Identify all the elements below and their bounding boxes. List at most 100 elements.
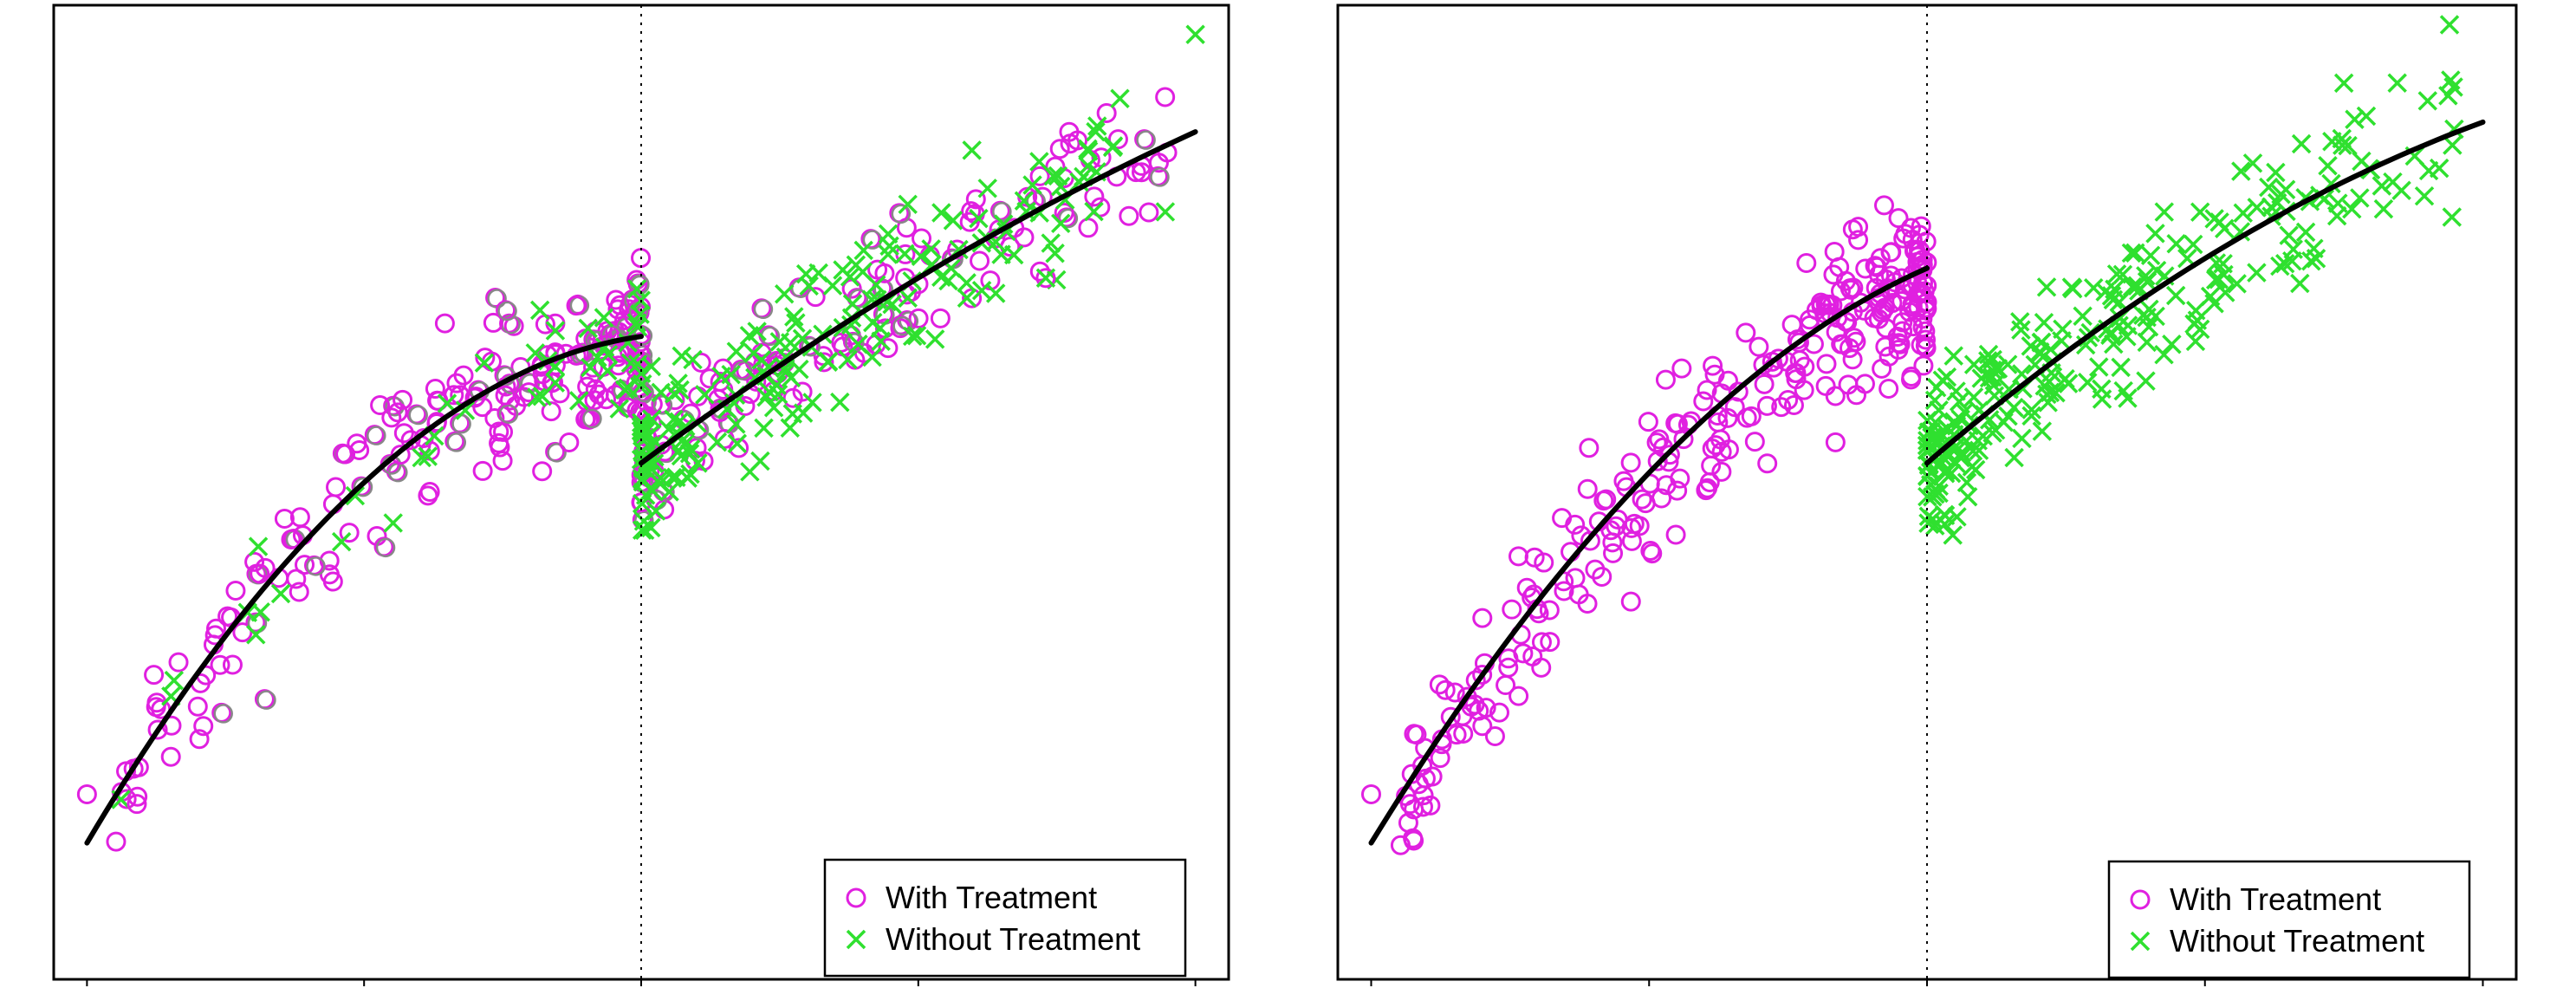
point-with-treatment — [244, 551, 265, 572]
point-with-treatment — [472, 460, 493, 481]
point-without-treatment — [2058, 374, 2079, 393]
point-with-treatment — [492, 451, 513, 471]
point-without-treatment — [2231, 161, 2251, 181]
point-without-treatment — [782, 404, 802, 424]
point-with-treatment — [274, 509, 295, 530]
point-without-treatment — [2333, 73, 2354, 94]
point-with-treatment — [1472, 716, 1493, 737]
fit-curve-right — [1924, 119, 2486, 466]
point-with-treatment — [335, 444, 356, 465]
point-without-treatment — [578, 318, 598, 339]
point-overlap — [891, 204, 912, 224]
point-overlap — [353, 477, 373, 497]
point-with-treatment — [289, 507, 310, 528]
point-with-treatment — [1592, 566, 1612, 587]
point-with-treatment — [76, 783, 97, 804]
point-without-treatment — [1963, 354, 1984, 374]
point-overlap — [582, 408, 602, 429]
point-without-treatment — [2204, 293, 2224, 314]
point-without-treatment — [2442, 207, 2462, 227]
point-without-treatment — [1932, 370, 1953, 390]
point-without-treatment — [2186, 301, 2206, 321]
point-without-treatment — [2270, 256, 2290, 276]
point-with-treatment — [1096, 102, 1117, 123]
point-with-treatment — [1655, 369, 1676, 390]
point-without-treatment — [2230, 222, 2251, 242]
point-overlap — [446, 432, 467, 452]
point-without-treatment — [1917, 435, 1937, 456]
point-without-treatment — [818, 352, 838, 373]
point-with-treatment — [1744, 432, 1765, 452]
point-with-treatment — [1903, 316, 1924, 337]
point-with-treatment — [1848, 230, 1869, 250]
point-with-treatment — [1794, 380, 1814, 400]
point-without-treatment — [866, 275, 886, 295]
point-with-treatment — [370, 395, 391, 416]
point-with-treatment — [1803, 334, 1824, 354]
point-with-treatment — [390, 445, 411, 465]
point-without-treatment — [786, 313, 806, 333]
point-with-treatment — [232, 622, 253, 643]
point-without-treatment — [739, 325, 760, 346]
legend-without-icon — [846, 929, 866, 950]
point-without-treatment — [1086, 121, 1106, 142]
point-with-treatment — [1703, 355, 1723, 376]
point-with-treatment — [1472, 608, 1493, 628]
point-without-treatment — [2183, 234, 2203, 255]
point-without-treatment — [412, 447, 431, 468]
point-without-treatment — [2146, 260, 2167, 281]
point-overlap — [1136, 130, 1156, 150]
point-without-treatment — [2137, 332, 2157, 353]
point-with-treatment — [425, 379, 445, 400]
point-without-treatment — [2266, 162, 2286, 183]
point-with-treatment — [1422, 766, 1443, 787]
legend: With Treatment Without Treatment — [823, 858, 1187, 978]
point-with-treatment — [1649, 429, 1670, 450]
point-with-treatment — [483, 312, 503, 333]
point-without-treatment — [2118, 388, 2138, 408]
point-with-treatment — [1640, 540, 1661, 561]
point-with-treatment — [1881, 242, 1902, 263]
legend-with-icon — [846, 887, 866, 908]
point-with-treatment — [1749, 336, 1769, 357]
point-without-treatment — [672, 346, 691, 367]
point-with-treatment — [1702, 438, 1723, 458]
point-with-treatment — [127, 794, 147, 815]
point-with-treatment — [1435, 679, 1456, 700]
point-with-treatment — [1873, 195, 1894, 216]
point-without-treatment — [1929, 483, 1949, 504]
point-overlap — [213, 704, 233, 724]
point-without-treatment — [587, 348, 607, 367]
point-with-treatment — [1783, 394, 1804, 415]
point-with-treatment — [805, 287, 826, 308]
point-with-treatment — [1868, 309, 1889, 329]
point-without-treatment — [743, 343, 763, 363]
point-without-treatment — [1983, 375, 2004, 395]
point-with-treatment — [970, 250, 990, 271]
point-without-treatment — [2213, 254, 2233, 274]
point-without-treatment — [2318, 156, 2338, 176]
point-overlap — [801, 336, 821, 357]
point-with-treatment — [1916, 329, 1937, 350]
point-with-treatment — [1762, 351, 1782, 372]
point-with-treatment — [1472, 665, 1493, 686]
point-without-treatment — [750, 451, 770, 471]
point-without-treatment — [614, 380, 635, 400]
point-without-treatment — [2041, 339, 2060, 360]
point-with-treatment — [1638, 412, 1658, 432]
point-with-treatment — [1531, 657, 1552, 678]
point-overlap — [367, 426, 386, 445]
point-with-treatment — [535, 314, 555, 335]
point-without-treatment — [2443, 77, 2463, 97]
point-overlap — [992, 201, 1012, 222]
point-with-treatment — [1596, 489, 1617, 510]
point-without-treatment — [842, 294, 863, 314]
point-without-treatment — [525, 343, 546, 363]
point-without-treatment — [598, 344, 619, 365]
point-with-treatment — [1531, 632, 1552, 653]
point-without-treatment — [455, 400, 476, 420]
point-without-treatment — [726, 414, 746, 434]
point-with-treatment — [1647, 451, 1668, 471]
point-with-treatment — [1078, 218, 1099, 238]
point-with-treatment — [930, 308, 951, 328]
